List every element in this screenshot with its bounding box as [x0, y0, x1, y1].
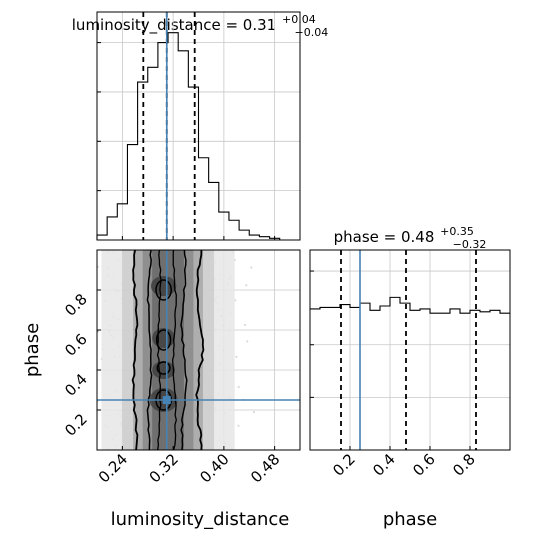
luminosity-distance-title: luminosity_distance = 0.31 +0.04 −0.04 — [72, 9, 328, 39]
sample-point — [250, 266, 253, 269]
closed-contour-1 — [156, 361, 171, 375]
phase-title-minus: −0.32 — [453, 238, 487, 251]
sample-point — [237, 424, 240, 427]
density-peak-1 — [152, 361, 176, 379]
joint-density-panel: 0.24 0.32 0.40 0.480.20.40.60.8 — [61, 249, 301, 486]
phase-hist-frame — [309, 249, 511, 451]
luminosity-distance-title-main: luminosity_distance = 0.31 — [72, 16, 276, 35]
joint-truth-marker — [162, 396, 171, 404]
sample-point — [245, 284, 248, 287]
contour-outer-left — [131, 250, 139, 450]
contour-outer-right — [195, 250, 205, 450]
joint-plot-area — [97, 250, 300, 450]
x-axis-label-phase: phase — [383, 509, 437, 530]
lum-hist-step — [96, 32, 300, 241]
phase-title: phase = 0.48 +0.35 −0.32 — [334, 221, 487, 251]
density-peak-2 — [152, 328, 176, 348]
x-axis-label-luminosity-distance: luminosity_distance — [111, 509, 290, 530]
contour-mid-right — [180, 250, 188, 450]
sample-point — [234, 299, 237, 302]
sample-point — [252, 411, 255, 414]
joint-frame — [96, 249, 301, 451]
phase-title-main: phase = 0.48 — [334, 228, 435, 246]
y-axis-label-phase: phase — [22, 323, 43, 377]
closed-contour-3 — [155, 279, 172, 301]
sample-point — [235, 355, 238, 358]
luminosity-distance-histogram-panel: luminosity_distance = 0.31 +0.04 −0.04 — [72, 9, 328, 241]
luminosity-distance-title-minus: −0.04 — [295, 26, 329, 39]
lum-hist-frame — [96, 11, 301, 241]
sample-point — [237, 385, 240, 389]
closed-contour-2 — [155, 329, 172, 351]
luminosity-distance-title-plus: +0.04 — [282, 13, 316, 26]
sample-point — [243, 323, 247, 327]
sample-point — [246, 340, 249, 343]
contour-inner-right — [171, 250, 177, 450]
phase-hist-step — [310, 296, 510, 314]
contour-mid-left — [146, 250, 153, 450]
phase-title-plus: +0.35 — [440, 225, 474, 238]
density-peak-3 — [150, 276, 177, 296]
contour-inner-left — [156, 250, 162, 450]
